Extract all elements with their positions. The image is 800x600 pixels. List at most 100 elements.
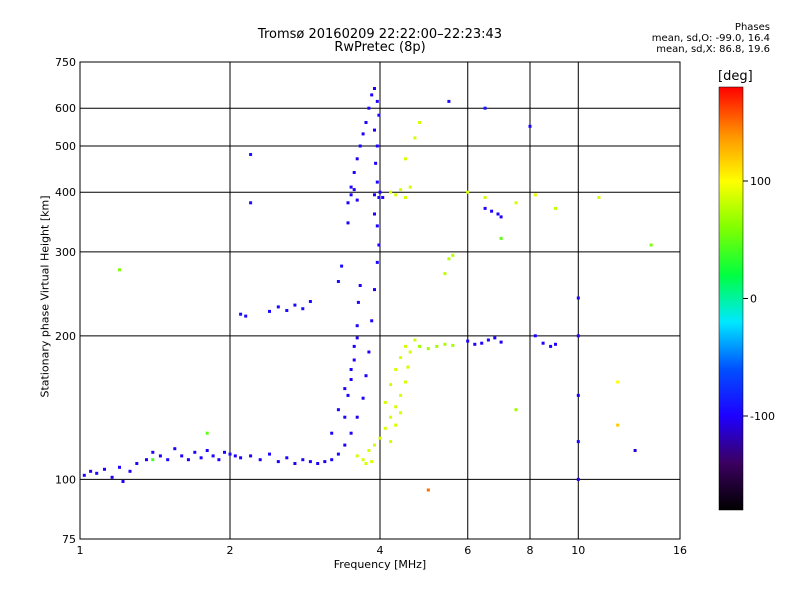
data-point — [358, 284, 362, 287]
plot-frame — [79, 61, 681, 540]
data-point — [352, 358, 356, 362]
data-point — [355, 324, 359, 328]
data-point — [413, 338, 417, 342]
data-point — [82, 473, 86, 477]
data-point — [514, 201, 518, 205]
data-point — [308, 300, 312, 303]
data-point — [249, 454, 253, 458]
data-point — [340, 264, 344, 268]
data-point — [375, 144, 379, 148]
colorbar-tick-labels: 100 0 -100 — [743, 175, 775, 423]
data-point — [361, 132, 365, 136]
data-point — [377, 113, 381, 117]
data-point — [447, 257, 451, 261]
data-point — [217, 458, 221, 462]
data-point — [373, 193, 376, 197]
data-point — [404, 380, 407, 384]
data-point — [496, 212, 500, 216]
data-point — [166, 458, 170, 462]
data-point — [373, 87, 376, 90]
y-tick-label: 400 — [55, 186, 76, 199]
data-point — [352, 188, 356, 192]
data-point — [483, 106, 487, 110]
data-point — [205, 449, 209, 452]
data-point — [649, 243, 653, 247]
y-tick-label: 100 — [55, 473, 76, 486]
data-point — [499, 215, 503, 219]
data-point — [499, 236, 503, 240]
data-points — [82, 87, 653, 492]
data-point — [336, 452, 340, 456]
data-point — [549, 344, 553, 348]
data-point — [447, 99, 451, 103]
y-tick-label: 750 — [55, 56, 76, 69]
y-tick-label: 200 — [55, 330, 76, 343]
data-point — [426, 488, 430, 492]
data-point — [118, 465, 121, 469]
data-point — [233, 454, 237, 458]
data-point — [228, 452, 232, 456]
data-point — [576, 393, 580, 397]
data-point — [352, 344, 356, 348]
data-point — [276, 305, 280, 309]
data-point — [244, 314, 248, 318]
data-point — [389, 190, 393, 194]
data-point — [239, 456, 243, 460]
data-point — [95, 471, 99, 475]
data-point — [336, 280, 340, 283]
data-point — [343, 387, 347, 391]
data-point — [394, 368, 398, 371]
x-tick-label: 16 — [673, 544, 687, 557]
data-point — [356, 300, 360, 304]
stats-o-mode: mean, sd,O: -99.0, 16.4 — [651, 33, 770, 44]
data-point — [186, 458, 190, 462]
data-point — [128, 469, 132, 473]
data-point — [355, 157, 359, 161]
y-tick-label: 75 — [62, 533, 76, 546]
data-point — [268, 309, 271, 313]
x-tick-label: 4 — [377, 544, 384, 557]
data-point — [451, 253, 455, 257]
y-axis-label: Stationary phase Virtual Height [km] — [38, 195, 52, 398]
data-point — [404, 157, 407, 161]
data-point — [418, 344, 421, 348]
data-point — [499, 340, 503, 344]
stats-x-mode: mean, sd,X: 86.8, 19.6 — [656, 44, 770, 55]
data-point — [205, 431, 209, 435]
data-point — [486, 338, 490, 342]
data-point — [103, 467, 106, 471]
data-point — [616, 380, 620, 384]
data-point — [389, 383, 393, 387]
data-point — [370, 319, 374, 323]
data-point — [118, 268, 121, 272]
data-point — [151, 458, 155, 462]
data-point — [343, 415, 347, 419]
data-point — [373, 288, 376, 292]
colorbar-tick-label: -100 — [750, 410, 775, 423]
data-point — [336, 408, 340, 412]
y-tick-label: 600 — [55, 102, 76, 115]
data-point — [135, 462, 139, 465]
data-point — [514, 408, 518, 412]
x-tick-labels: 1 2 4 6 8 10 16 — [77, 544, 688, 557]
data-point — [554, 342, 557, 346]
data-point — [435, 344, 439, 348]
data-point — [480, 341, 484, 345]
data-point — [349, 378, 353, 381]
data-point — [576, 334, 580, 338]
data-point — [173, 447, 177, 451]
data-point — [374, 161, 378, 165]
data-point — [330, 431, 334, 435]
data-point — [223, 450, 226, 454]
data-point — [346, 221, 350, 225]
data-point — [473, 342, 477, 346]
data-point — [378, 190, 382, 194]
data-point — [151, 450, 155, 454]
data-point — [239, 312, 243, 316]
data-point — [381, 196, 385, 199]
data-point — [533, 193, 537, 197]
chart-title: Tromsø 20160209 22:22:00–22:23:43 — [257, 27, 503, 42]
data-point — [352, 171, 356, 174]
data-point — [323, 460, 327, 464]
data-point — [394, 193, 398, 197]
